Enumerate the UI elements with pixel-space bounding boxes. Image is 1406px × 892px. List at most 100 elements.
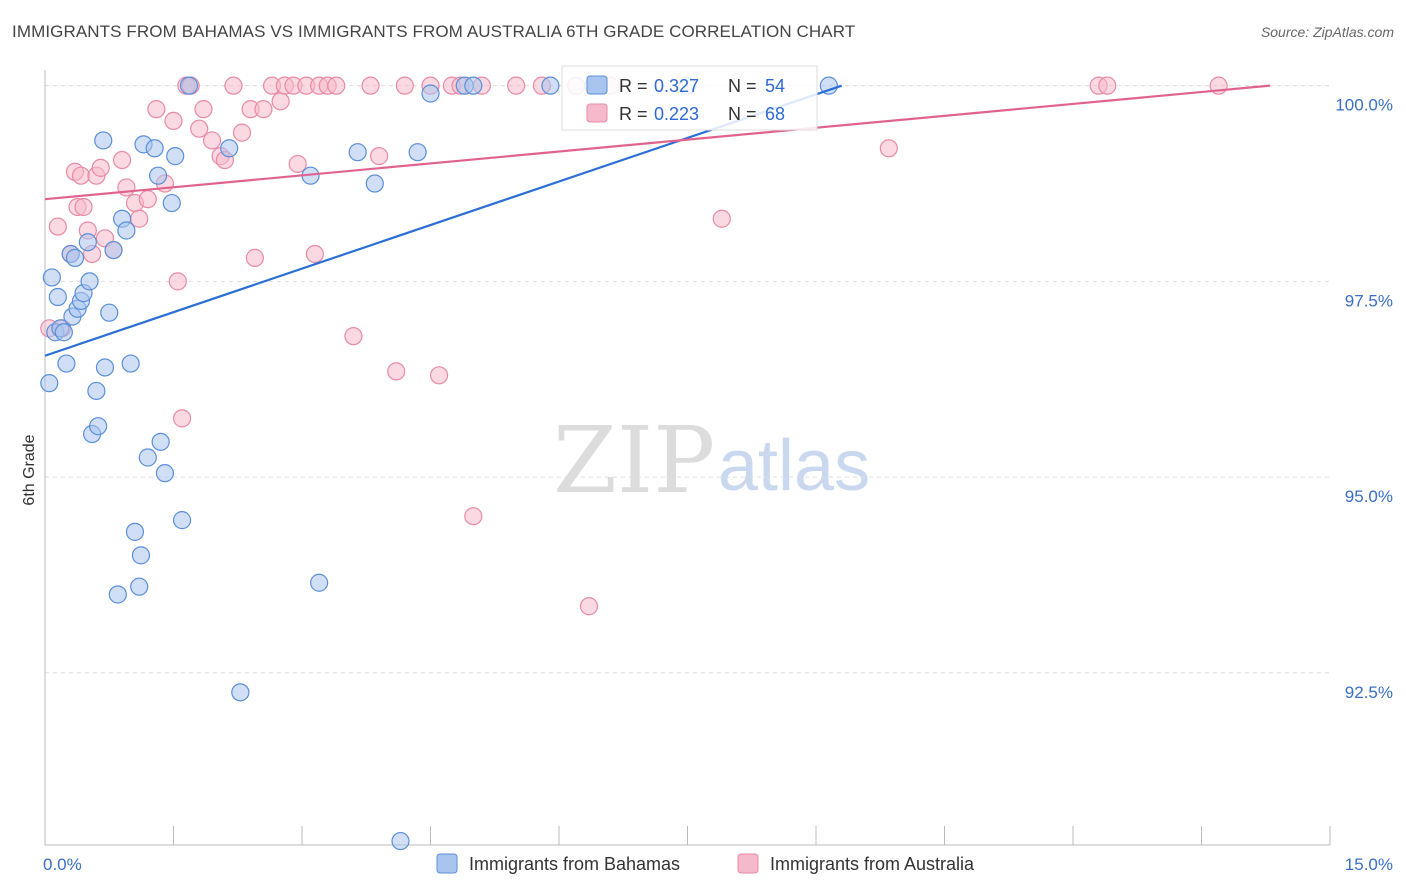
bottom-legend: Immigrants from Bahamas Immigrants from … xyxy=(436,853,975,874)
data-point xyxy=(179,76,199,95)
data-point xyxy=(348,143,367,162)
legend-swatch-bahamas xyxy=(586,75,608,95)
data-point xyxy=(151,432,170,451)
legend-n-label: N = xyxy=(728,104,762,124)
data-point xyxy=(190,119,209,138)
data-point xyxy=(507,76,526,95)
x-ticks xyxy=(44,826,1331,845)
data-point xyxy=(147,100,166,119)
data-point xyxy=(1098,76,1117,95)
data-point xyxy=(57,354,76,373)
data-point xyxy=(71,166,91,185)
data-point xyxy=(344,327,363,346)
legend-r-value: 0.223 xyxy=(654,104,699,124)
data-point xyxy=(89,417,108,436)
legend-n-label: N = xyxy=(728,76,762,96)
data-point xyxy=(162,193,181,213)
bottom-legend-swatch-australia xyxy=(737,853,759,874)
data-point xyxy=(125,522,145,541)
data-point xyxy=(40,374,59,393)
data-point xyxy=(429,366,449,385)
data-point xyxy=(172,511,192,530)
data-point xyxy=(42,268,61,287)
data-point xyxy=(104,240,123,260)
legend-r-label: R = xyxy=(619,76,653,96)
data-point xyxy=(231,683,250,702)
data-point xyxy=(408,143,427,162)
legend-row-australia: R = 0.223 N = 68 xyxy=(619,104,785,124)
legend-n-value: 68 xyxy=(765,104,785,124)
y-tick-label: 95.0% xyxy=(1345,487,1393,506)
watermark-zip: ZIP xyxy=(553,407,715,514)
data-point xyxy=(91,158,110,177)
australia-trend-line xyxy=(44,84,1271,201)
bottom-legend-swatch-bahamas xyxy=(436,853,458,874)
y-tick-label: 97.5% xyxy=(1345,291,1393,310)
data-point xyxy=(224,76,243,95)
legend-row-bahamas: R = 0.327 N = 54 xyxy=(619,76,785,96)
legend-r-value: 0.327 xyxy=(654,76,699,96)
data-point xyxy=(361,76,380,95)
data-point xyxy=(138,448,157,467)
data-point xyxy=(395,76,414,95)
bottom-legend-label-bahamas: Immigrants from Bahamas xyxy=(469,854,680,874)
data-point xyxy=(288,154,307,174)
data-point xyxy=(370,147,389,166)
australia-points xyxy=(40,76,1228,616)
data-point xyxy=(87,381,106,401)
data-point xyxy=(391,831,410,851)
data-point xyxy=(579,597,599,616)
data-point xyxy=(271,92,290,111)
data-point xyxy=(48,287,67,307)
data-point xyxy=(108,585,127,604)
data-point xyxy=(74,197,93,217)
y-tick-labels: 92.5% 95.0% 97.5% 100.0% xyxy=(1335,96,1393,702)
data-point xyxy=(168,272,187,291)
data-point xyxy=(117,178,136,197)
data-point xyxy=(54,323,73,342)
data-point xyxy=(130,577,149,596)
data-point xyxy=(464,507,483,526)
data-point xyxy=(421,84,440,103)
data-point xyxy=(78,233,97,252)
data-point xyxy=(879,139,898,158)
data-point xyxy=(131,546,151,565)
data-point xyxy=(94,131,113,150)
watermark-atlas: atlas xyxy=(718,426,870,506)
chart-title: IMMIGRANTS FROM BAHAMAS VS IMMIGRANTS FR… xyxy=(12,22,856,41)
data-point xyxy=(138,190,157,209)
data-point xyxy=(166,147,185,166)
y-tick-label: 92.5% xyxy=(1345,683,1393,702)
source-label: Source: ZipAtlas.com xyxy=(1260,24,1394,40)
data-point xyxy=(254,100,273,119)
data-point xyxy=(365,174,384,193)
data-point xyxy=(95,358,115,377)
data-point xyxy=(172,409,192,428)
data-point xyxy=(464,76,483,95)
legend: R = 0.327 N = 54 R = 0.223 N = 68 xyxy=(561,65,818,131)
data-point xyxy=(712,209,731,228)
y-tick-label: 100.0% xyxy=(1335,96,1393,115)
bahamas-trend-line xyxy=(44,84,843,357)
data-point xyxy=(164,111,183,130)
data-point xyxy=(305,244,324,264)
data-point xyxy=(220,139,239,158)
data-point xyxy=(327,76,346,95)
data-point xyxy=(112,150,132,170)
data-point xyxy=(148,166,168,185)
data-point xyxy=(541,76,560,95)
legend-r-label: R = xyxy=(619,104,653,124)
data-point xyxy=(100,303,119,322)
data-point xyxy=(65,248,85,267)
data-point xyxy=(194,100,213,119)
data-point xyxy=(387,362,406,381)
data-point xyxy=(232,123,252,142)
data-point xyxy=(48,217,67,236)
x-tick-label-min: 0.0% xyxy=(43,855,82,874)
grid xyxy=(45,85,1330,674)
y-axis-title: 6th Grade xyxy=(21,434,38,505)
data-point xyxy=(310,573,329,592)
data-point xyxy=(155,464,175,483)
data-point xyxy=(202,131,222,150)
